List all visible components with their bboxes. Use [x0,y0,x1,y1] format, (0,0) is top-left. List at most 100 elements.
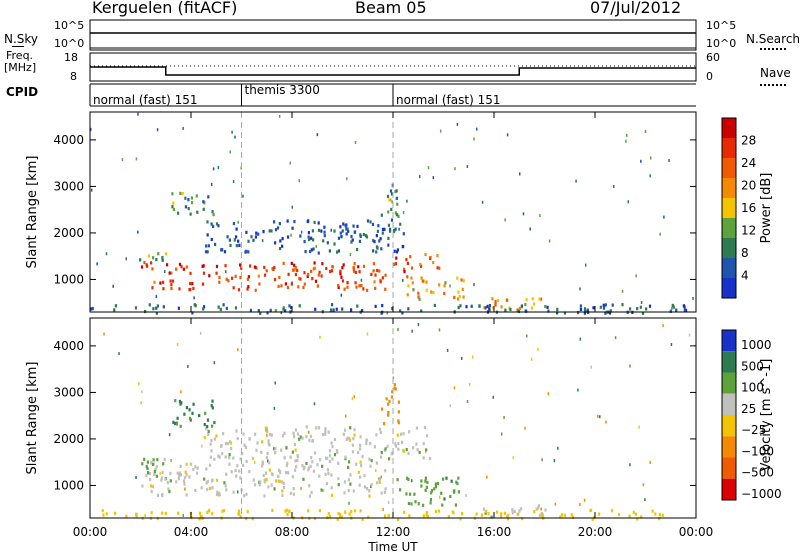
echo-cell [583,309,587,313]
echo-cell [196,210,199,214]
noise-point [135,157,138,161]
noise-point [553,459,556,463]
noise-point [344,414,347,418]
echo-cell [317,273,320,277]
echo-cell [308,494,311,498]
echo-cell [636,307,639,311]
echo-cell [577,310,580,315]
echo-cell [156,458,159,462]
echo-cell [253,483,257,487]
noise-point [668,159,670,163]
x-tick-label: 04:00 [174,525,209,539]
echo-cell [311,276,314,281]
echo-cell [257,232,260,236]
echo-cell [330,269,334,273]
echo-cell [387,402,390,406]
echo-cell [416,448,419,452]
echo-cell [240,451,244,456]
noise-point [537,347,539,351]
echo-cell [483,305,486,310]
echo-cell [525,298,528,302]
y-axis-label: Slant Range [km] [25,156,40,269]
echo-cell [346,227,349,231]
echo-cell [345,437,348,441]
echo-cell [176,471,179,475]
echo-cell [258,282,261,286]
echo-cell [337,483,340,487]
echo-cell [494,300,497,304]
echo-cell [351,450,355,454]
echo-cell [296,458,299,463]
echo-cell [367,515,370,519]
echo-cell [383,514,387,518]
echo-cell [412,288,415,292]
echo-cell [245,492,248,496]
echo-cell [276,226,280,230]
echo-cell [339,269,342,273]
echo-cell [189,271,192,275]
echo-cell [141,462,144,466]
echo-cell [273,277,277,282]
echo-cell [260,464,264,468]
echo-cell [252,238,255,242]
echo-cell [101,509,104,513]
noise-point [386,311,388,315]
echo-cell [532,302,536,306]
echo-cell [284,309,287,313]
echo-cell [394,189,397,194]
noise-point [300,486,302,490]
echo-cell [239,275,242,280]
echo-cell [453,295,456,300]
noise-point [522,212,525,216]
echo-cell [669,309,672,313]
echo-cell [195,194,198,198]
echo-cell [385,397,388,401]
echo-cell [456,276,459,280]
echo-cell [336,517,339,521]
power-panel: 1000 2000 3000 4000 Slant Range [km] [25,111,697,316]
echo-cell [395,196,398,200]
echo-cell [335,449,339,453]
noise-point [605,420,607,424]
noise-point [446,348,449,352]
noise-point [626,133,628,137]
echo-cell [324,432,327,436]
echo-cell [658,513,661,517]
echo-cell [238,469,241,473]
time-axis: 00:00 04:00 08:00 12:00 16:00 20:00 00:00 Time … [73,112,713,554]
echo-cell [218,280,221,284]
power-colorbar-swatch [722,278,736,298]
echo-cell [402,267,406,271]
echo-cell [271,267,274,271]
echo-cell [394,262,397,266]
echo-cell [303,271,306,275]
echo-cell [152,307,155,311]
echo-cell [341,279,345,283]
echo-cell [358,483,361,487]
noise-point [438,328,441,332]
echo-cell [406,275,409,279]
echo-cell [347,460,351,464]
echo-cell [378,427,382,431]
power-colorbar-swatch [722,198,736,218]
noise-point [439,129,442,133]
echo-cell [336,450,339,455]
echo-cell [184,470,187,474]
echo-cell [293,443,297,447]
echo-cell [422,279,426,283]
echo-cell [384,469,387,473]
echo-cell [424,488,427,492]
echo-cell [274,451,277,455]
echo-cell [217,491,221,495]
echo-cell [321,262,324,266]
echo-cell [355,285,358,289]
echo-cell [384,287,387,291]
noise-point [112,284,114,288]
echo-cell [215,492,219,496]
echo-cell [341,307,344,311]
x-tick-label: 12:00 [376,525,411,539]
echo-cell [306,272,310,277]
echo-cell [278,479,281,484]
echo-cell [391,306,394,311]
echo-cell [405,258,408,262]
